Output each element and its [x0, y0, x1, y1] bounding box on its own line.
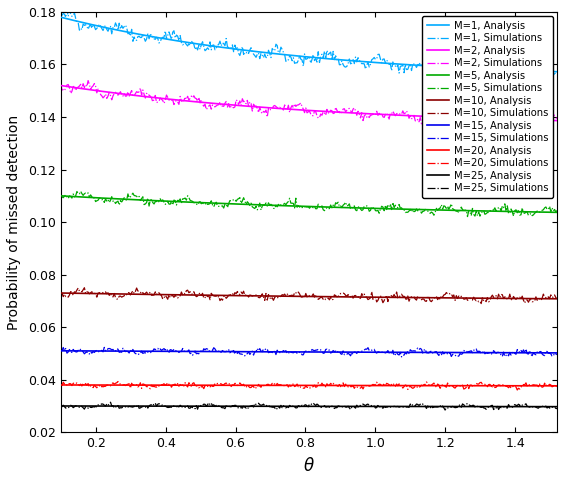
Legend: M=1, Analysis, M=1, Simulations, M=2, Analysis, M=2, Simulations, M=5, Analysis,: M=1, Analysis, M=1, Simulations, M=2, An… — [421, 16, 553, 199]
X-axis label: $\theta$: $\theta$ — [303, 457, 315, 475]
Y-axis label: Probability of missed detection: Probability of missed detection — [7, 115, 21, 330]
